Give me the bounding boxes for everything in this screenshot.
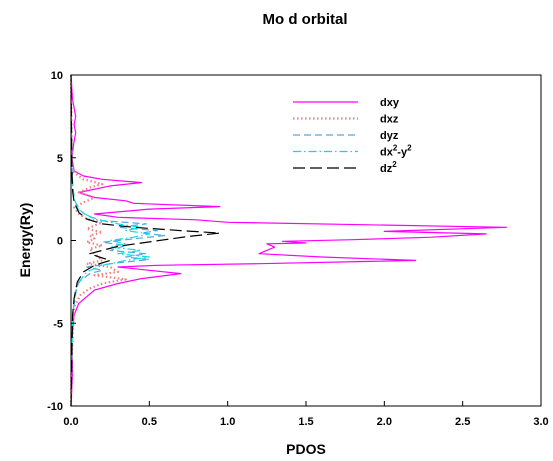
series-line-4 [70, 74, 150, 407]
x-axis-ticks: 0.0 0.5 1.0 1.5 2.0 2.5 3.0 [63, 401, 549, 428]
legend-label-3: dyz [380, 130, 399, 142]
legend-label-text: dyz [380, 130, 399, 142]
y-tick-label: 10 [51, 70, 63, 82]
legend-label-superscript: 2 [407, 144, 412, 153]
x-tick-label: 0.0 [63, 416, 78, 428]
x-tick-label: 2.0 [377, 416, 392, 428]
legend-label-text: dx [380, 147, 394, 159]
chart-title: Mo d orbital [263, 11, 348, 28]
legend-label-text: -y [397, 147, 408, 159]
legend-label-superscript: 2 [393, 144, 398, 153]
series-line-3 [70, 74, 166, 407]
x-tick-label: 3.0 [533, 416, 548, 428]
x-tick-label: 0.5 [142, 416, 157, 428]
x-tick-label: 1.0 [220, 416, 235, 428]
x-tick-label: 2.5 [455, 416, 470, 428]
legend-label-1: dxy [380, 97, 400, 109]
legend-label-text: dxz [380, 114, 399, 126]
legend-label-4: dx2-y2 [380, 144, 412, 159]
legend-label-text: dxy [380, 97, 400, 109]
x-tick-label: 1.5 [298, 416, 313, 428]
legend-label-2: dxz [380, 114, 399, 126]
y-tick-label: 5 [57, 153, 63, 165]
y-axis-ticks: -10 -5 0 5 10 [47, 70, 76, 413]
series-layer [69, 74, 508, 407]
series-line-2 [69, 74, 127, 407]
y-tick-label: -5 [53, 318, 63, 330]
legend-label-text: dz [380, 163, 393, 175]
y-tick-label: -10 [47, 401, 63, 413]
series-line-1 [70, 74, 508, 407]
x-axis-label: PDOS [286, 441, 326, 457]
legend-label-5: dz2 [380, 160, 397, 175]
series-line-5 [70, 74, 221, 407]
y-tick-label: 0 [57, 236, 63, 248]
legend-label-superscript: 2 [392, 160, 397, 169]
y-axis-label: Energy(Ry) [17, 203, 33, 278]
